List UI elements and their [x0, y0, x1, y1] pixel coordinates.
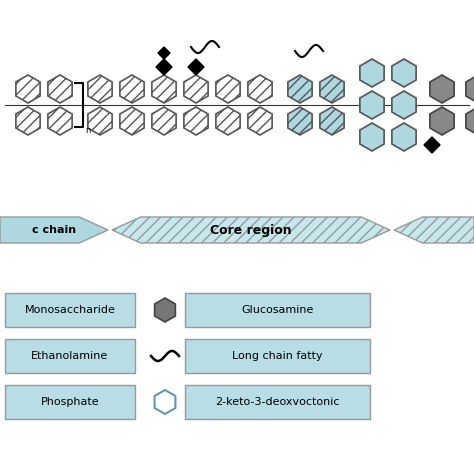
- Polygon shape: [392, 123, 416, 151]
- Polygon shape: [0, 217, 108, 243]
- FancyBboxPatch shape: [5, 293, 135, 327]
- FancyBboxPatch shape: [185, 293, 370, 327]
- Text: c chain: c chain: [32, 225, 76, 235]
- Polygon shape: [216, 75, 240, 103]
- Polygon shape: [16, 75, 40, 103]
- Polygon shape: [156, 59, 172, 75]
- Polygon shape: [48, 75, 72, 103]
- Polygon shape: [184, 107, 208, 135]
- FancyBboxPatch shape: [185, 339, 370, 373]
- Polygon shape: [288, 107, 312, 135]
- Polygon shape: [248, 75, 272, 103]
- Polygon shape: [48, 107, 72, 135]
- Text: n: n: [85, 126, 91, 135]
- Polygon shape: [112, 217, 390, 243]
- Polygon shape: [466, 75, 474, 103]
- Text: Monosaccharide: Monosaccharide: [25, 305, 116, 315]
- Text: Glucosamine: Glucosamine: [241, 305, 314, 315]
- Text: Long chain fatty: Long chain fatty: [232, 351, 323, 361]
- Text: Ethanolamine: Ethanolamine: [31, 351, 109, 361]
- Polygon shape: [155, 390, 175, 414]
- Polygon shape: [320, 107, 344, 135]
- Polygon shape: [188, 59, 204, 75]
- Polygon shape: [155, 298, 175, 322]
- Polygon shape: [288, 75, 312, 103]
- Polygon shape: [88, 75, 112, 103]
- Text: Phosphate: Phosphate: [41, 397, 100, 407]
- FancyBboxPatch shape: [185, 385, 370, 419]
- Polygon shape: [158, 47, 170, 59]
- Polygon shape: [424, 137, 440, 153]
- Polygon shape: [360, 59, 384, 87]
- Polygon shape: [360, 91, 384, 119]
- Polygon shape: [392, 91, 416, 119]
- FancyBboxPatch shape: [5, 339, 135, 373]
- FancyBboxPatch shape: [5, 385, 135, 419]
- Polygon shape: [88, 107, 112, 135]
- Polygon shape: [430, 75, 454, 103]
- Polygon shape: [430, 107, 454, 135]
- Polygon shape: [152, 107, 176, 135]
- Polygon shape: [16, 107, 40, 135]
- Polygon shape: [152, 75, 176, 103]
- Polygon shape: [466, 107, 474, 135]
- Polygon shape: [320, 75, 344, 103]
- Polygon shape: [184, 75, 208, 103]
- Text: Core region: Core region: [210, 224, 292, 237]
- Polygon shape: [360, 123, 384, 151]
- Polygon shape: [120, 75, 144, 103]
- Polygon shape: [216, 107, 240, 135]
- Polygon shape: [248, 107, 272, 135]
- Text: 2-keto-3-deoxvoctonic: 2-keto-3-deoxvoctonic: [215, 397, 340, 407]
- Polygon shape: [394, 217, 474, 243]
- Polygon shape: [392, 59, 416, 87]
- Polygon shape: [120, 107, 144, 135]
